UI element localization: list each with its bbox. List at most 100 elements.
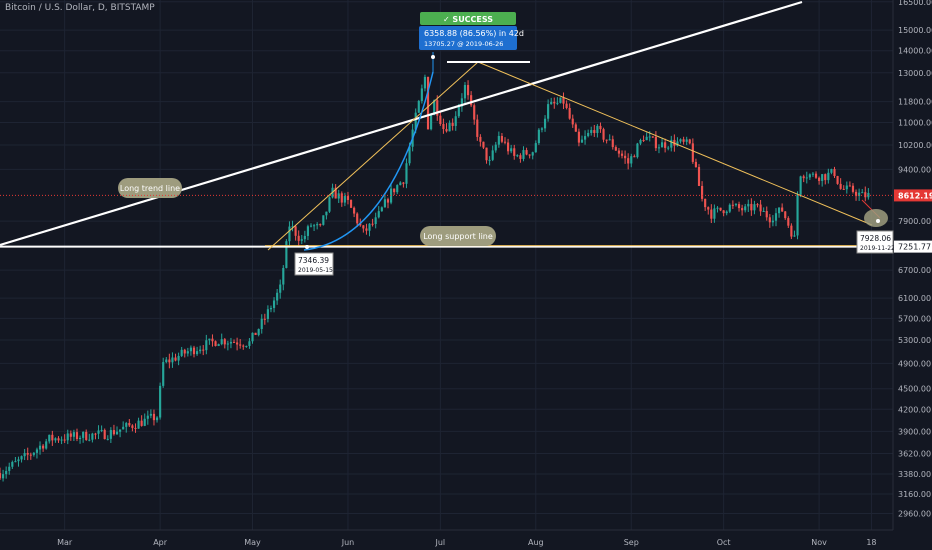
candle-body xyxy=(319,224,322,226)
candle-body xyxy=(2,474,5,479)
candle-body xyxy=(707,207,710,210)
candle-body xyxy=(562,97,565,104)
candle-body xyxy=(559,97,562,103)
target-label-1: 6358.88 (86.56%) in 42d xyxy=(424,29,524,38)
candle-body xyxy=(186,351,189,354)
y-tick-label: 4200.00 xyxy=(898,405,931,414)
candle-body xyxy=(811,173,815,175)
triangle-right-leg xyxy=(477,61,873,226)
candle-body xyxy=(112,430,116,435)
candle-body xyxy=(368,223,371,231)
candle-body xyxy=(670,139,673,148)
candle-body xyxy=(152,413,156,421)
y-tick-label: 10200.00 xyxy=(898,141,932,150)
candle-body xyxy=(713,208,716,219)
candle-body xyxy=(8,466,11,471)
candle-body xyxy=(75,432,79,439)
candle-body xyxy=(82,431,85,438)
candle-body xyxy=(251,332,254,342)
candle-body xyxy=(488,159,491,161)
candle-body xyxy=(297,235,300,241)
candle-body xyxy=(710,209,713,219)
candle-body xyxy=(146,415,149,419)
candle-body xyxy=(620,153,624,156)
candle-body xyxy=(325,211,328,216)
candle-body xyxy=(648,136,651,138)
candle-body xyxy=(457,106,460,117)
x-tick-label: 18 xyxy=(866,538,876,547)
candle-body xyxy=(608,139,611,141)
end-price: 7928.06 xyxy=(860,234,891,243)
candle-body xyxy=(346,196,350,200)
candle-body xyxy=(60,439,63,441)
candle-body xyxy=(5,470,8,475)
candle-body xyxy=(842,188,845,190)
candle-body xyxy=(285,241,288,268)
candle-body xyxy=(664,142,667,148)
candle-body xyxy=(291,226,294,228)
candle-body xyxy=(448,122,451,132)
long-trend-line xyxy=(0,0,803,247)
end-box xyxy=(856,230,894,254)
x-tick-label: Aug xyxy=(528,538,544,547)
candle-body xyxy=(802,176,805,179)
candle-body xyxy=(343,196,346,203)
candle-body xyxy=(830,169,833,173)
candle-body xyxy=(774,213,778,221)
end-date: 2019-11-22 xyxy=(860,245,895,252)
candle-body xyxy=(704,198,707,208)
candle-body xyxy=(839,183,842,189)
support-price-tag xyxy=(894,240,932,253)
x-tick-label: Nov xyxy=(811,538,827,547)
candle-body xyxy=(482,141,485,148)
candle-body xyxy=(722,210,725,214)
candle-body xyxy=(728,204,731,212)
candle-body xyxy=(254,332,257,335)
candle-body xyxy=(821,174,824,181)
candle-body xyxy=(781,207,784,212)
candle-body xyxy=(220,339,223,345)
candle-body xyxy=(854,191,858,197)
candle-body xyxy=(63,439,66,441)
candle-body xyxy=(507,142,510,152)
candle-body xyxy=(306,226,310,236)
candle-body xyxy=(272,300,276,308)
y-tick-label: 15000.00 xyxy=(898,26,932,35)
candle-body xyxy=(836,176,839,184)
start-point xyxy=(305,245,309,249)
candle-body xyxy=(100,429,103,431)
annotations-layer: ✓ SUCCESS 6358.88 (86.56%) in 42d 13705.27… xyxy=(0,12,932,276)
candle-body xyxy=(389,188,393,203)
candle-body xyxy=(279,284,282,293)
candle-body xyxy=(115,431,119,435)
y-tick-label: 3620.00 xyxy=(898,450,931,459)
candle-body xyxy=(69,433,72,437)
end-point xyxy=(876,219,880,223)
candle-body xyxy=(571,118,574,125)
candle-body xyxy=(799,176,802,195)
candle-body xyxy=(313,225,316,227)
candle-body xyxy=(383,199,386,208)
candle-body xyxy=(54,438,57,441)
candle-body xyxy=(701,185,704,199)
x-tick-label: Jul xyxy=(435,538,446,547)
candle-body xyxy=(630,156,633,164)
candle-body xyxy=(433,100,436,115)
candle-body xyxy=(51,434,54,441)
end-callout xyxy=(864,209,888,227)
candle-body xyxy=(165,359,168,363)
y-tick-label: 16500.00 xyxy=(898,0,932,7)
candle-body xyxy=(824,174,827,181)
candle-body xyxy=(316,224,319,226)
candle-body xyxy=(867,192,870,198)
candle-body xyxy=(667,147,670,149)
candle-body xyxy=(503,141,507,143)
candle-body xyxy=(205,340,208,351)
y-tick-label: 4500.00 xyxy=(898,385,931,394)
candle-body xyxy=(682,139,685,142)
candle-body xyxy=(765,210,768,218)
candle-body xyxy=(599,125,602,130)
candle-body xyxy=(593,130,596,134)
start-date: 2019-05-15 xyxy=(298,267,333,274)
